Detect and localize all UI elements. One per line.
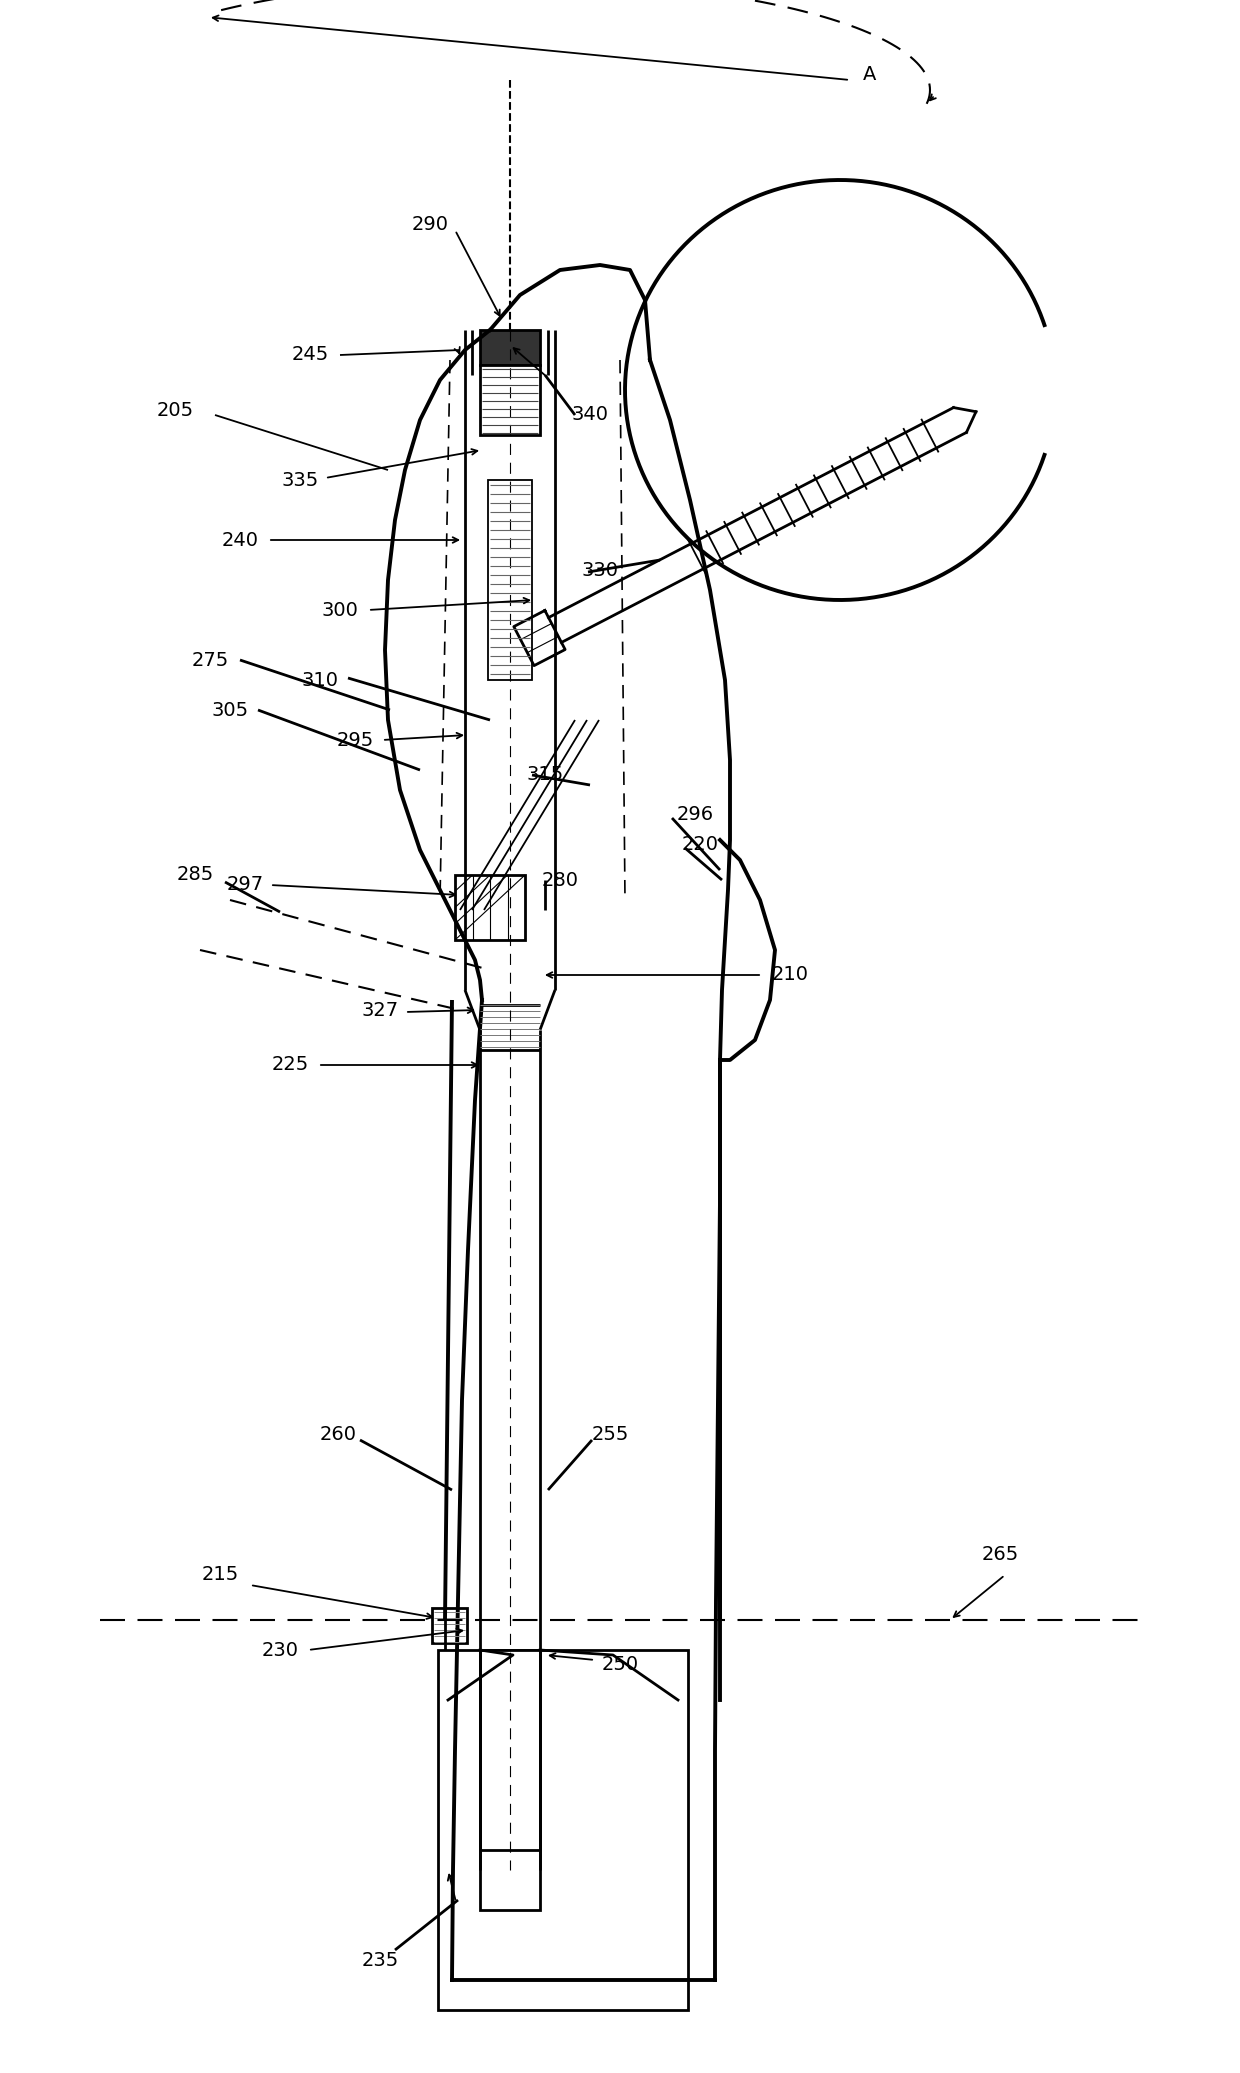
Text: 296: 296 bbox=[677, 806, 713, 825]
Text: 315: 315 bbox=[526, 765, 564, 784]
Text: 225: 225 bbox=[272, 1055, 309, 1074]
Text: 290: 290 bbox=[412, 216, 449, 234]
Bar bbox=[455, 875, 525, 939]
Text: 205: 205 bbox=[156, 400, 193, 419]
Bar bbox=[480, 1650, 539, 1909]
Text: 245: 245 bbox=[291, 346, 329, 365]
Text: 280: 280 bbox=[542, 871, 579, 889]
Text: 295: 295 bbox=[336, 730, 373, 750]
Text: 327: 327 bbox=[361, 1001, 398, 1020]
Text: 230: 230 bbox=[262, 1640, 299, 1660]
Text: 210: 210 bbox=[771, 966, 808, 985]
Bar bbox=[480, 365, 539, 435]
Text: 250: 250 bbox=[601, 1656, 639, 1675]
Text: 330: 330 bbox=[582, 560, 619, 580]
Text: 285: 285 bbox=[176, 867, 213, 885]
Text: 300: 300 bbox=[321, 601, 358, 620]
Text: A: A bbox=[863, 66, 877, 85]
Text: 297: 297 bbox=[227, 875, 264, 896]
Text: 240: 240 bbox=[222, 531, 258, 549]
Bar bbox=[480, 330, 539, 365]
Text: 305: 305 bbox=[212, 701, 248, 719]
Text: 265: 265 bbox=[981, 1546, 1018, 1565]
Text: 255: 255 bbox=[591, 1426, 629, 1445]
Text: 275: 275 bbox=[191, 651, 228, 670]
Text: 260: 260 bbox=[320, 1426, 357, 1445]
Text: 335: 335 bbox=[281, 471, 319, 489]
Text: 235: 235 bbox=[361, 1951, 398, 1969]
Bar bbox=[432, 1609, 467, 1644]
Text: 340: 340 bbox=[572, 406, 609, 425]
Text: 215: 215 bbox=[201, 1565, 238, 1584]
Text: 310: 310 bbox=[301, 670, 339, 690]
Bar bbox=[438, 1650, 688, 2011]
Text: 220: 220 bbox=[682, 835, 718, 854]
Bar bbox=[489, 481, 532, 680]
